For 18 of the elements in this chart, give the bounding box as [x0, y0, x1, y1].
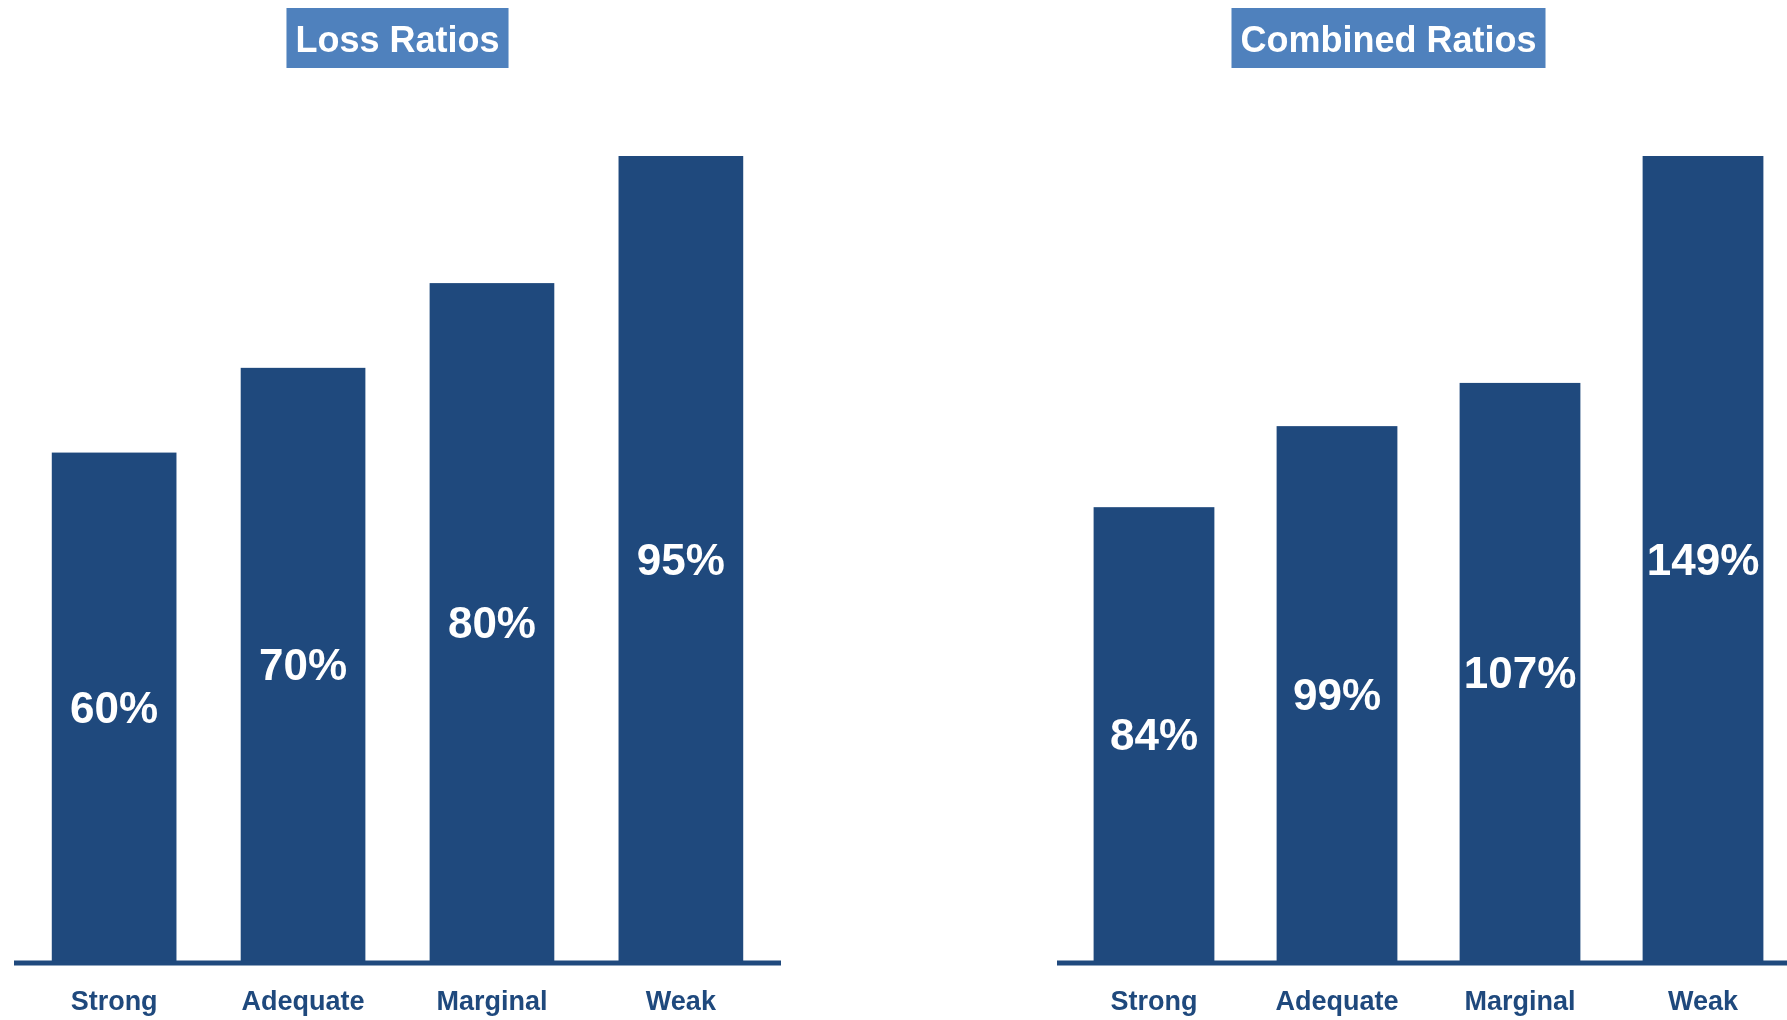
data-label: 95%: [636, 534, 725, 584]
x-tick-label: Weak: [645, 986, 717, 1016]
x-tick-label: Marginal: [1464, 986, 1576, 1016]
x-tick-label: Marginal: [436, 986, 548, 1016]
x-tick-label: Strong: [1110, 986, 1198, 1016]
x-tick-label: Strong: [70, 986, 158, 1016]
chart-title: Combined Ratios: [1240, 19, 1537, 60]
data-label: 149%: [1646, 534, 1760, 584]
data-label: 80%: [447, 598, 536, 648]
data-label: 107%: [1463, 647, 1577, 697]
data-label: 70%: [259, 640, 348, 690]
x-tick-label: Adequate: [241, 986, 365, 1016]
data-label: 60%: [70, 682, 159, 732]
data-label: 84%: [1109, 710, 1199, 760]
chart-title: Loss Ratios: [295, 19, 500, 60]
data-label: 99%: [1292, 669, 1382, 719]
x-tick-label: Weak: [1667, 986, 1740, 1016]
x-tick-label: Adequate: [1275, 986, 1399, 1016]
